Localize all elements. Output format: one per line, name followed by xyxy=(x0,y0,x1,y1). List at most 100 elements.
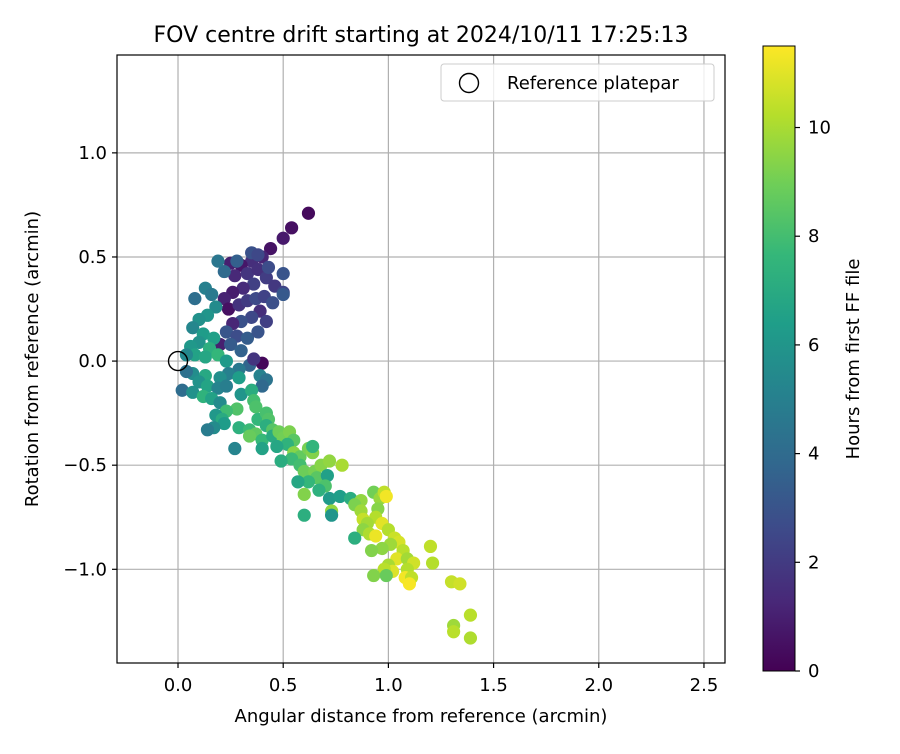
data-point xyxy=(375,541,389,556)
data-point xyxy=(276,287,290,302)
colorbar-gradient xyxy=(762,45,796,672)
data-point xyxy=(322,454,337,468)
data-point xyxy=(425,556,440,570)
data-point xyxy=(301,475,316,489)
data-point xyxy=(261,260,276,274)
data-point xyxy=(379,568,393,583)
data-point xyxy=(230,402,244,416)
data-point xyxy=(266,296,280,310)
data-point xyxy=(217,292,231,306)
data-point xyxy=(463,631,478,645)
colorbar-ticks: 0 2 4 6 8 10 xyxy=(795,118,831,682)
data-point xyxy=(251,248,265,262)
data-point xyxy=(232,421,246,435)
data-point xyxy=(367,568,381,583)
y-axis-ticks: −1.0 −0.5 0.0 0.5 1.0 xyxy=(63,143,117,580)
colorbar-tick-label: 2 xyxy=(808,552,819,573)
data-point xyxy=(333,489,347,504)
data-point xyxy=(242,429,257,443)
x-tick-label: 2.5 xyxy=(690,675,719,696)
data-point xyxy=(251,325,265,339)
data-point xyxy=(211,254,225,268)
data-point xyxy=(259,271,273,285)
colorbar: 0 2 4 6 8 10 Hours from first FF file xyxy=(762,45,864,682)
data-point xyxy=(453,577,467,591)
x-axis-ticks: 0.0 0.5 1.0 1.5 2.0 2.5 xyxy=(164,663,719,696)
legend-box xyxy=(440,63,715,102)
data-point xyxy=(297,487,311,501)
data-point xyxy=(247,352,261,366)
data-point xyxy=(423,539,438,553)
data-point xyxy=(348,531,362,545)
data-point xyxy=(207,331,221,345)
data-point xyxy=(219,354,233,368)
data-point xyxy=(270,439,284,454)
data-point xyxy=(209,300,223,314)
data-point xyxy=(232,371,246,385)
colorbar-tick-label: 4 xyxy=(808,444,819,465)
data-point xyxy=(322,491,337,506)
y-tick-label: −1.0 xyxy=(63,559,107,580)
data-point xyxy=(379,489,393,504)
data-point xyxy=(285,221,299,235)
data-point xyxy=(240,331,255,345)
data-point xyxy=(463,608,478,622)
x-tick-label: 0.0 xyxy=(164,675,193,696)
data-point xyxy=(228,269,242,283)
legend-marker-icon xyxy=(458,72,480,94)
colorbar-tick-label: 6 xyxy=(808,335,819,356)
data-point xyxy=(297,508,311,522)
data-point xyxy=(221,302,236,316)
data-point xyxy=(200,423,215,437)
data-point xyxy=(276,231,290,245)
data-point xyxy=(205,287,219,302)
x-tick-label: 1.0 xyxy=(374,675,403,696)
data-points xyxy=(175,206,478,645)
grid xyxy=(117,55,725,663)
data-point xyxy=(188,292,202,306)
data-point xyxy=(259,314,273,329)
data-point xyxy=(291,475,305,489)
data-point xyxy=(301,206,316,220)
x-tick-label: 0.5 xyxy=(269,675,298,696)
data-point xyxy=(255,379,269,393)
data-point xyxy=(230,254,244,268)
y-tick-label: 0.5 xyxy=(78,247,107,268)
colorbar-tick-label: 0 xyxy=(808,661,819,682)
data-point xyxy=(249,400,263,414)
data-point xyxy=(219,379,233,393)
y-tick-label: 1.0 xyxy=(78,143,107,164)
colorbar-tick-label: 10 xyxy=(808,118,831,139)
data-point xyxy=(224,337,238,352)
data-point xyxy=(251,262,265,277)
legend-label: Reference platepar xyxy=(507,73,679,94)
data-point xyxy=(447,625,461,639)
data-point xyxy=(175,383,189,397)
data-point xyxy=(198,350,212,364)
x-axis-label: Angular distance from reference (arcmin) xyxy=(235,706,608,727)
data-point xyxy=(234,387,248,401)
legend: Reference platepar xyxy=(440,63,715,102)
data-point xyxy=(179,364,194,379)
data-point xyxy=(217,264,231,279)
y-tick-label: −0.5 xyxy=(63,455,107,476)
data-point xyxy=(402,577,417,591)
data-point xyxy=(234,344,248,358)
data-point xyxy=(320,469,334,483)
data-point xyxy=(245,383,259,397)
y-tick-label: 0.0 xyxy=(78,351,107,372)
data-point xyxy=(263,242,278,256)
colorbar-label: Hours from first FF file xyxy=(843,259,864,460)
x-tick-label: 2.0 xyxy=(584,675,613,696)
data-point xyxy=(364,543,379,558)
data-point xyxy=(186,321,200,335)
data-point xyxy=(200,379,215,393)
data-point xyxy=(219,325,233,339)
x-tick-label: 1.5 xyxy=(479,675,508,696)
data-point xyxy=(240,267,255,281)
data-point xyxy=(324,508,339,522)
data-point xyxy=(179,348,194,362)
data-point xyxy=(217,416,231,431)
